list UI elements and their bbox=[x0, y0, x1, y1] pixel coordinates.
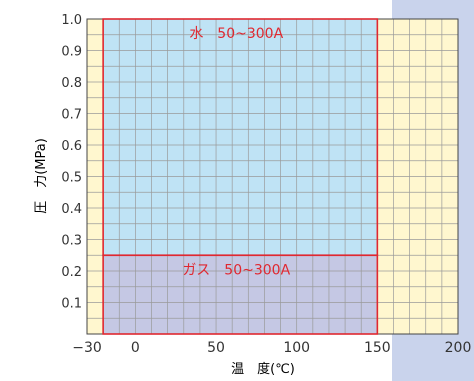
x-tick-label: 100 bbox=[283, 340, 310, 356]
region-gas-border bbox=[102, 254, 379, 335]
y-tick-label: 0.6 bbox=[61, 139, 82, 154]
x-tick-label: 0 bbox=[131, 340, 140, 356]
y-tick-label: 0.7 bbox=[61, 108, 82, 123]
x-tick-label: 200 bbox=[445, 340, 472, 356]
y-tick-label: 0.5 bbox=[61, 171, 82, 186]
x-tick-label: −30 bbox=[72, 340, 102, 356]
y-tick-label: 0.4 bbox=[61, 202, 82, 217]
x-axis-title: 温 度(℃) bbox=[231, 361, 295, 377]
region-water-label: 水 50~300A bbox=[189, 26, 283, 42]
x-tick-label: 50 bbox=[207, 340, 225, 356]
x-tick-label: 150 bbox=[364, 340, 391, 356]
y-tick-label: 0.8 bbox=[61, 76, 82, 91]
y-axis-title: 圧 力(MPa) bbox=[34, 138, 49, 214]
y-tick-label: 0.2 bbox=[61, 265, 82, 280]
region-gas-label: ガス 50~300A bbox=[182, 262, 290, 278]
y-tick-label: 1.0 bbox=[61, 13, 82, 28]
y-tick-label: 0.3 bbox=[61, 234, 82, 249]
region-water-fill bbox=[103, 19, 378, 256]
y-tick-label: 0.1 bbox=[61, 297, 82, 312]
region-gas-fill bbox=[103, 255, 378, 334]
y-tick-label: 0.9 bbox=[61, 45, 82, 60]
